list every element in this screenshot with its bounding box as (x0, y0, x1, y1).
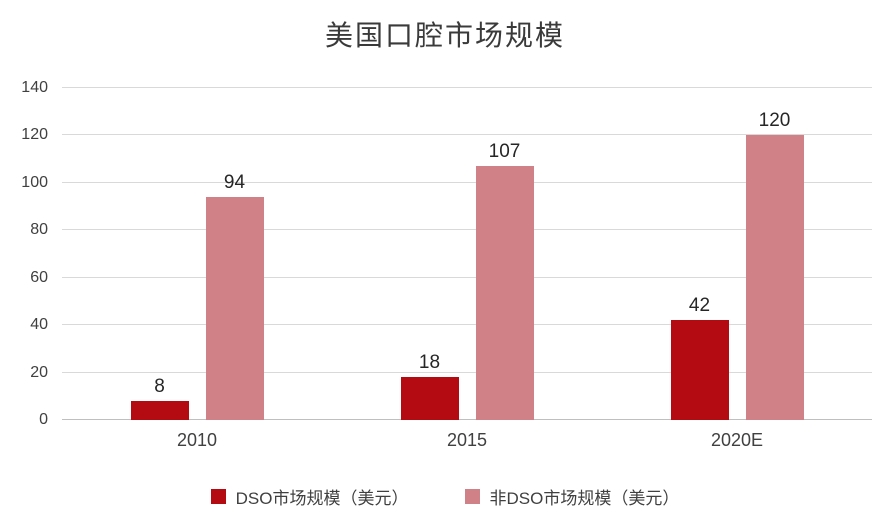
bar-column: 8 (130, 88, 189, 420)
bar-group-2015: 18 107 (400, 88, 534, 420)
gridline (62, 419, 872, 420)
y-axis-tick-label: 140 (21, 79, 48, 96)
legend-item: 非DSO市场规模（美元） (464, 484, 680, 509)
legend-swatch (464, 489, 480, 504)
gridline (62, 371, 872, 373)
bar-2015 (475, 166, 534, 420)
bar-value-label: 42 (688, 295, 711, 317)
y-axis-tick-label: 20 (30, 363, 48, 381)
legend: DSO市场规模（美元） 非DSO市场规模（美元） (0, 484, 890, 509)
bar-2015 (400, 377, 459, 420)
x-axis-label-2010: 2010 (176, 430, 218, 450)
bars-container: 8 94 18 107 42 120 (62, 88, 872, 420)
bar-column: 120 (745, 88, 804, 420)
gridline (62, 324, 872, 326)
bar-value-label: 8 (154, 376, 165, 398)
bar-2010 (130, 401, 189, 420)
plot-area: 8 94 18 107 42 120 0 20 40 60 80 100 120 140 (21, 80, 872, 428)
x-axis-label-2020E: 2020E (710, 430, 764, 450)
bar-value-label: 94 (223, 172, 246, 194)
y-axis-tick-label: 100 (21, 173, 48, 191)
bar-2020E (745, 135, 804, 420)
x-axis-label-2015: 2015 (446, 430, 488, 450)
bar-2020E (670, 320, 729, 420)
bar-column: 94 (205, 88, 264, 420)
legend-label: 非DSO市场规模（美元） (489, 489, 680, 508)
bar-column: 18 (400, 88, 459, 420)
bar-value-label: 120 (758, 110, 791, 132)
x-axis-labels: 2010 2015 2020E (62, 430, 872, 451)
y-axis-tick-label: 120 (21, 126, 48, 144)
bar-column: 42 (670, 88, 729, 420)
legend-swatch (210, 489, 226, 504)
legend-label: DSO市场规模（美元） (235, 489, 409, 508)
y-axis-tick-label: 80 (30, 221, 48, 239)
bar-group-2020E: 42 120 (670, 88, 804, 420)
y-axis-tick-label: 0 (39, 411, 48, 428)
bar-group-2010: 8 94 (130, 88, 264, 420)
gridline (62, 134, 872, 136)
y-axis-tick-label: 60 (30, 268, 48, 286)
bar-column: 107 (475, 88, 534, 420)
bar-2010 (205, 197, 264, 420)
gridline (62, 229, 872, 231)
chart-title: 美国口腔市场规模 (324, 19, 565, 52)
bar-value-label: 107 (488, 141, 521, 163)
gridline (62, 87, 872, 88)
y-axis-tick-label: 40 (30, 316, 48, 334)
bar-value-label: 18 (418, 352, 441, 374)
gridline (62, 181, 872, 183)
legend-item: DSO市场规模（美元） (210, 484, 409, 509)
gridline (62, 276, 872, 278)
